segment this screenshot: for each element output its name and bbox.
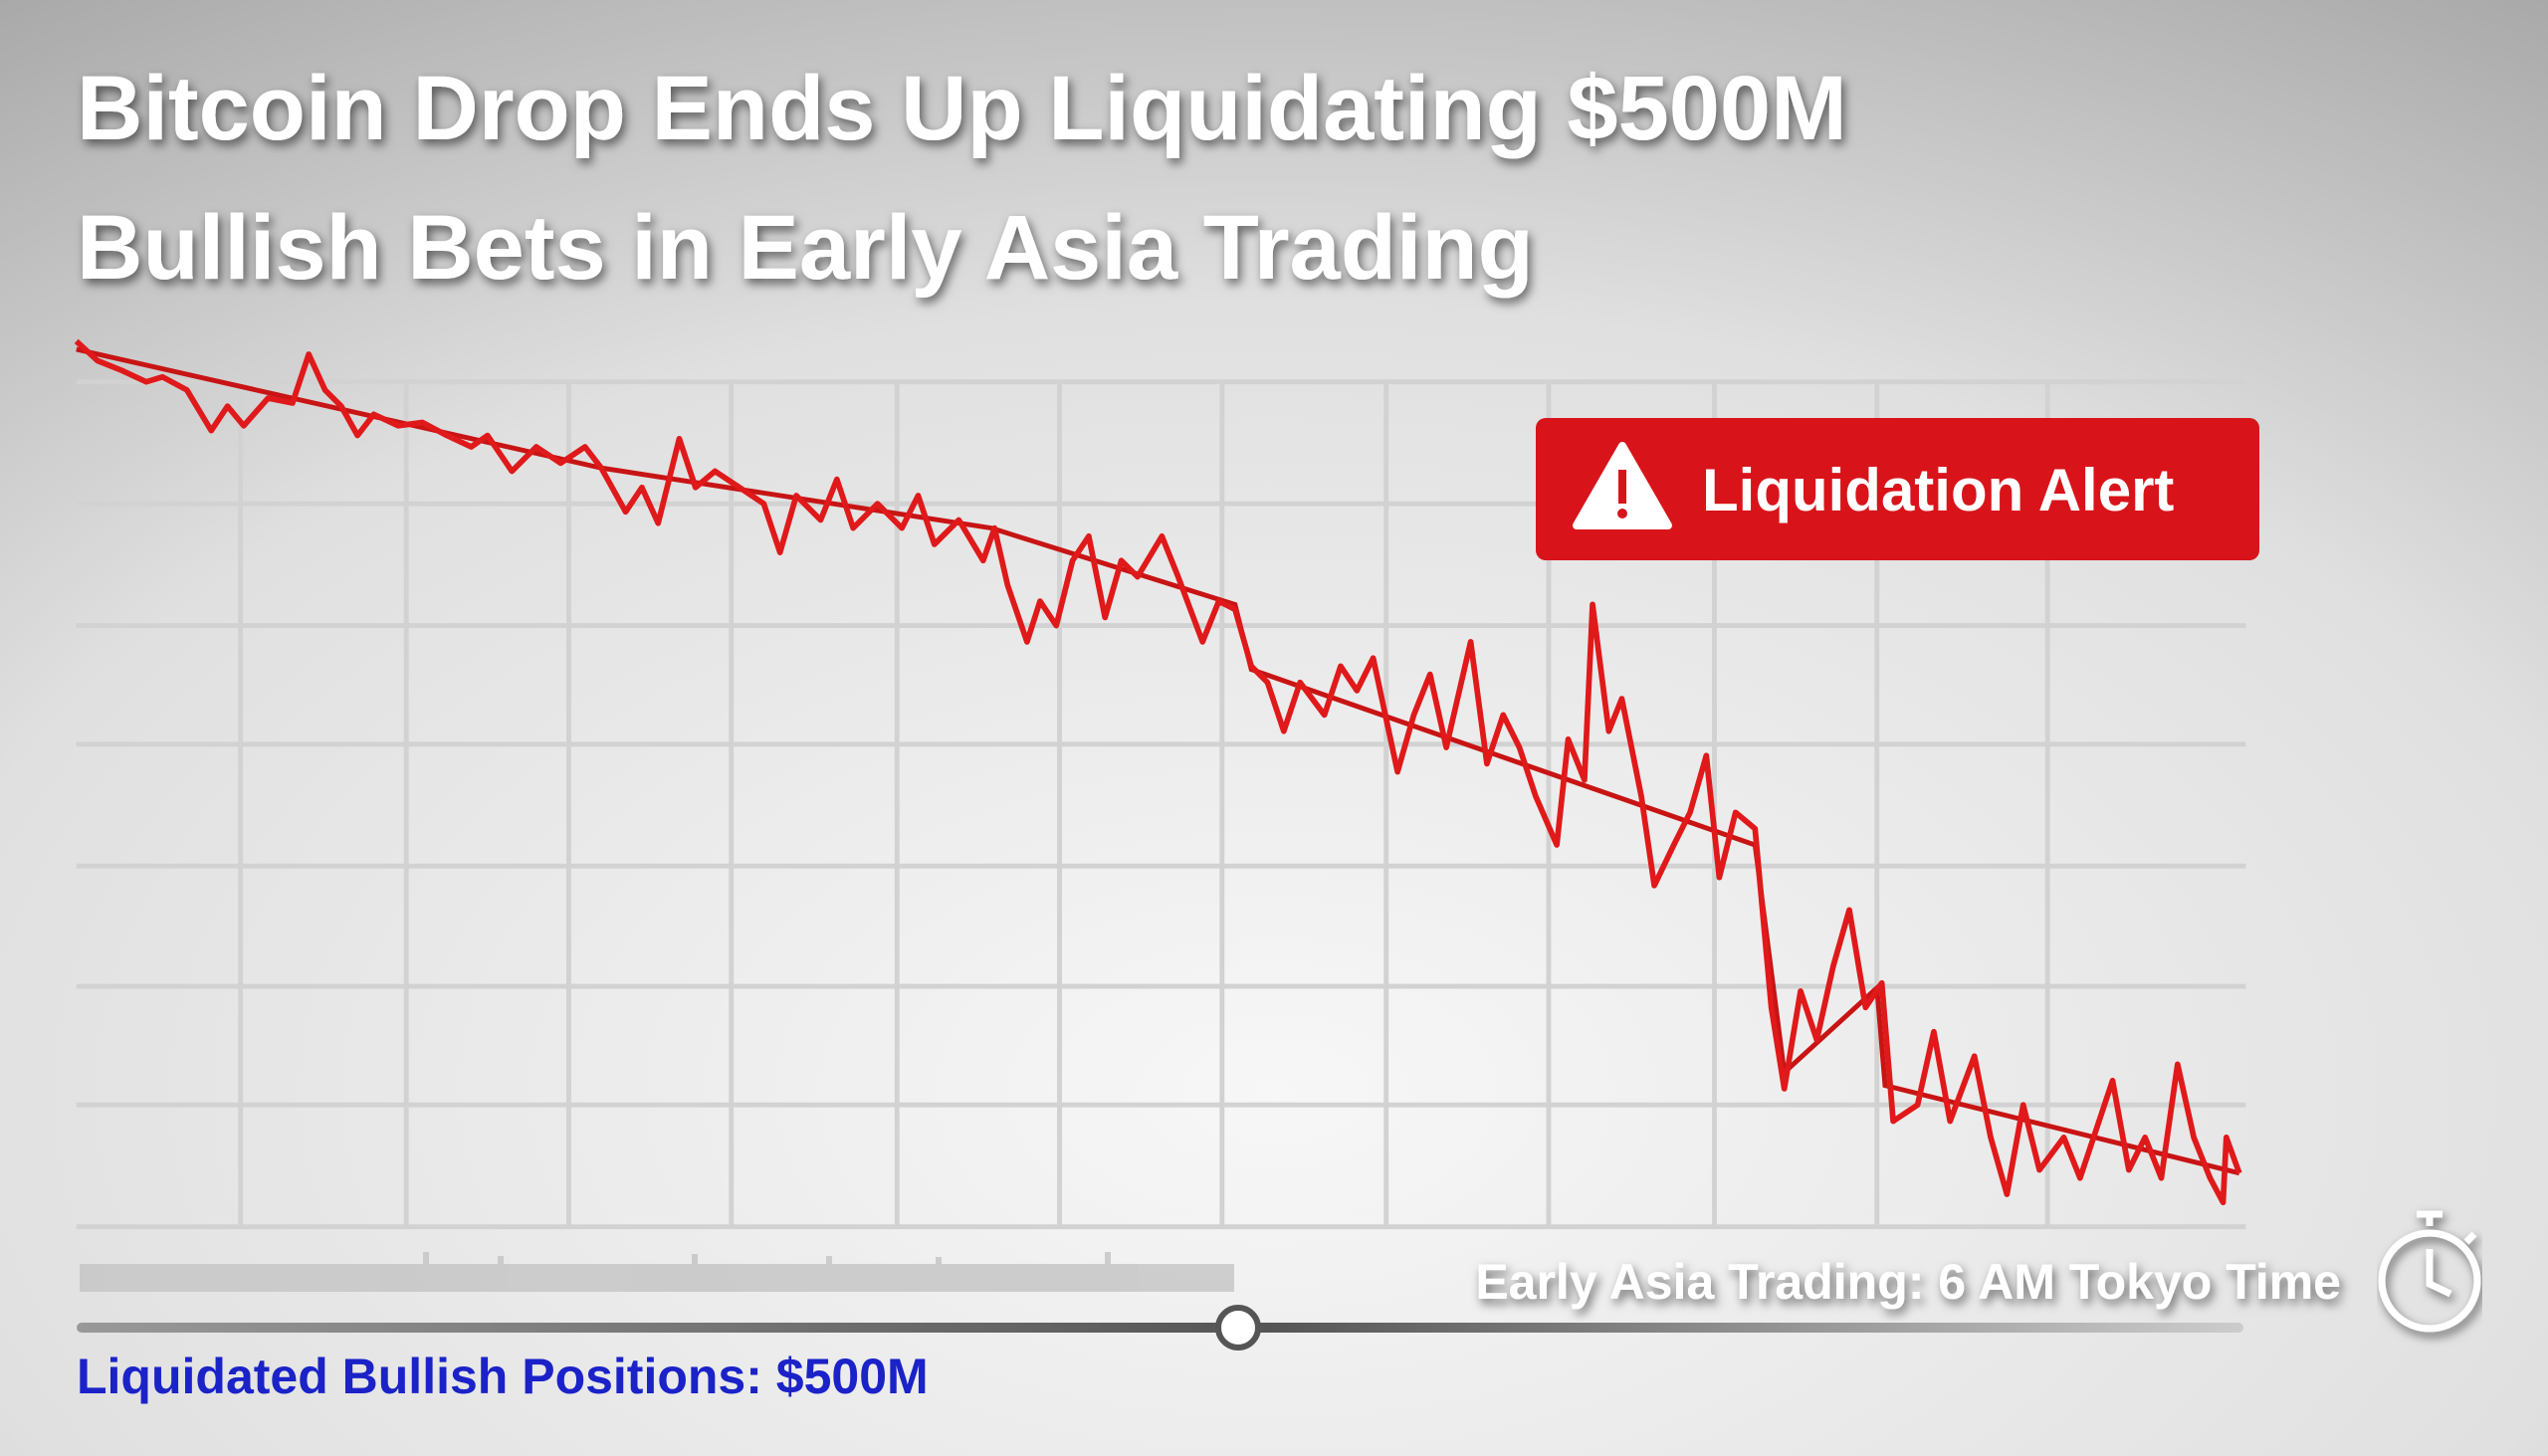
slider xyxy=(77,1305,2243,1351)
title-line: Bullish Bets in Early Asia Trading xyxy=(77,197,1534,299)
slider-track xyxy=(77,1323,2243,1333)
title-line: Bitcoin Drop Ends Up Liquidating $500M xyxy=(77,58,1847,159)
grid xyxy=(76,379,2246,1230)
time-label: Early Asia Trading: 6 AM Tokyo Time xyxy=(1475,1254,2341,1310)
price-line xyxy=(74,338,2242,1206)
price-chart xyxy=(74,338,2242,1206)
volume-bars xyxy=(80,1252,1234,1292)
alert-label: Liquidation Alert xyxy=(1702,457,2174,523)
caption: Liquidated Bullish Positions: $500M xyxy=(77,1349,929,1404)
alert-badge: Liquidation Alert xyxy=(1536,418,2259,560)
clock-icon xyxy=(2378,1210,2481,1333)
slider-knob[interactable] xyxy=(1215,1305,1261,1351)
